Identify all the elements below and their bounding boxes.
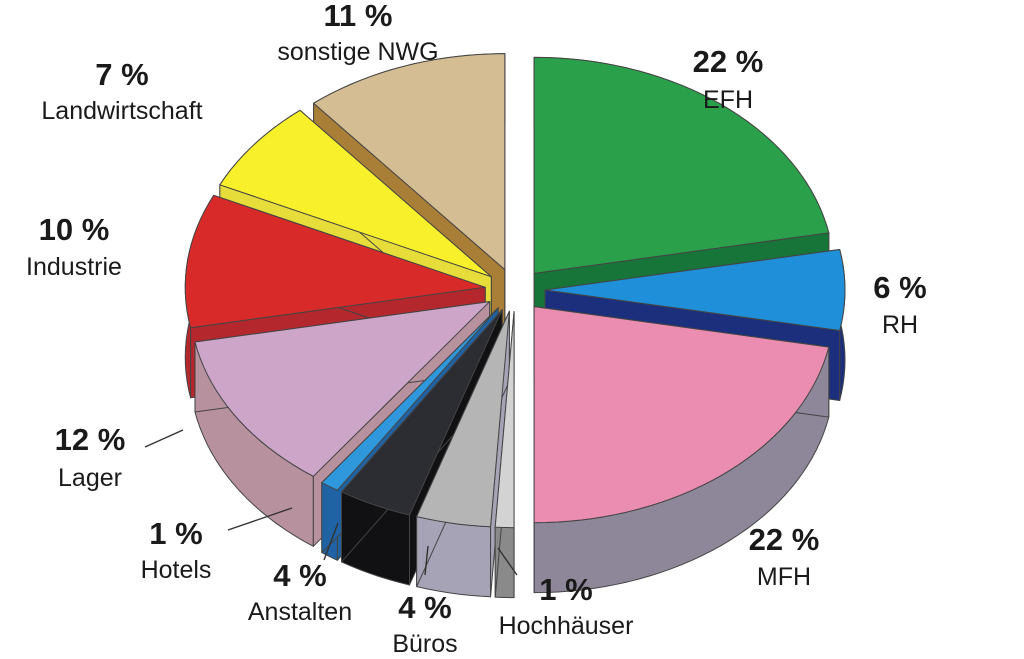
category-label-industrie: Industrie — [26, 253, 122, 281]
slice-top-sonstige-nwg — [313, 53, 506, 271]
slice-top-mfh — [533, 306, 830, 524]
value-label-hochhaeuser: 1 % — [539, 572, 592, 607]
value-label-efh: 22 % — [693, 44, 764, 79]
value-label-mfh: 22 % — [749, 522, 820, 557]
value-label-sonstige-nwg: 11 % — [324, 0, 393, 33]
slice-top-rh — [544, 249, 846, 331]
category-label-landwirtschaft: Landwirtschaft — [41, 97, 202, 125]
slice-label-hotels: 1 % Hotels — [141, 516, 212, 584]
category-label-efh: EFH — [703, 86, 753, 114]
slice-hochhaeuser — [494, 311, 515, 599]
slice-label-sonstige-nwg: 11 % sonstige NWG — [277, 0, 438, 66]
value-label-lager: 12 % — [55, 422, 126, 457]
leader-lines — [144, 429, 518, 576]
slice-top-landwirtschaft — [219, 109, 492, 278]
value-label-industrie: 10 % — [39, 212, 110, 247]
slice-top-bueros — [416, 310, 510, 528]
category-label-hochhaeuser: Hochhäuser — [499, 612, 634, 640]
slice-top-hochhaeuser — [494, 311, 515, 529]
slice-label-landwirtschaft: 7 % Landwirtschaft — [41, 57, 202, 125]
slice-top-hotels — [321, 307, 499, 491]
slice-top-industrie — [184, 194, 486, 329]
leader-line-lager — [144, 429, 184, 448]
value-label-anstalten: 4 % — [273, 558, 326, 593]
pie-slices — [184, 53, 846, 599]
slice-top-anstalten — [340, 309, 503, 516]
slice-label-industrie: 10 % Industrie — [26, 212, 122, 281]
slice-top-lager — [194, 301, 491, 477]
category-label-anstalten: Anstalten — [248, 598, 352, 626]
category-label-hotels: Hotels — [141, 556, 212, 584]
value-label-bueros: 4 % — [398, 590, 451, 625]
slice-label-mfh: 22 % MFH — [749, 522, 820, 591]
slice-label-hochhaeuser: 1 % Hochhäuser — [499, 572, 634, 640]
category-label-bueros: Büros — [392, 630, 457, 658]
leader-line-hochhaeuser — [497, 547, 518, 576]
category-label-rh: RH — [882, 311, 918, 339]
category-label-mfh: MFH — [757, 563, 811, 591]
category-label-sonstige-nwg: sonstige NWG — [277, 38, 438, 66]
slice-label-lager: 12 % Lager — [55, 422, 126, 492]
slice-label-rh: 6 % RH — [873, 270, 926, 339]
slice-label-efh: 22 % EFH — [693, 44, 764, 114]
leader-line-hotels — [227, 507, 293, 531]
slice-label-bueros: 4 % Büros — [392, 590, 457, 658]
category-label-lager: Lager — [58, 464, 122, 492]
slice-top-efh — [533, 56, 830, 274]
slice-mfh — [533, 306, 830, 594]
value-label-landwirtschaft: 7 % — [95, 57, 148, 92]
leader-line-bueros — [424, 545, 429, 576]
value-label-rh: 6 % — [873, 270, 926, 305]
value-label-hotels: 1 % — [149, 516, 202, 551]
leader-line-anstalten — [323, 522, 339, 561]
slice-bueros — [416, 310, 510, 598]
slice-label-anstalten: 4 % Anstalten — [248, 558, 352, 626]
